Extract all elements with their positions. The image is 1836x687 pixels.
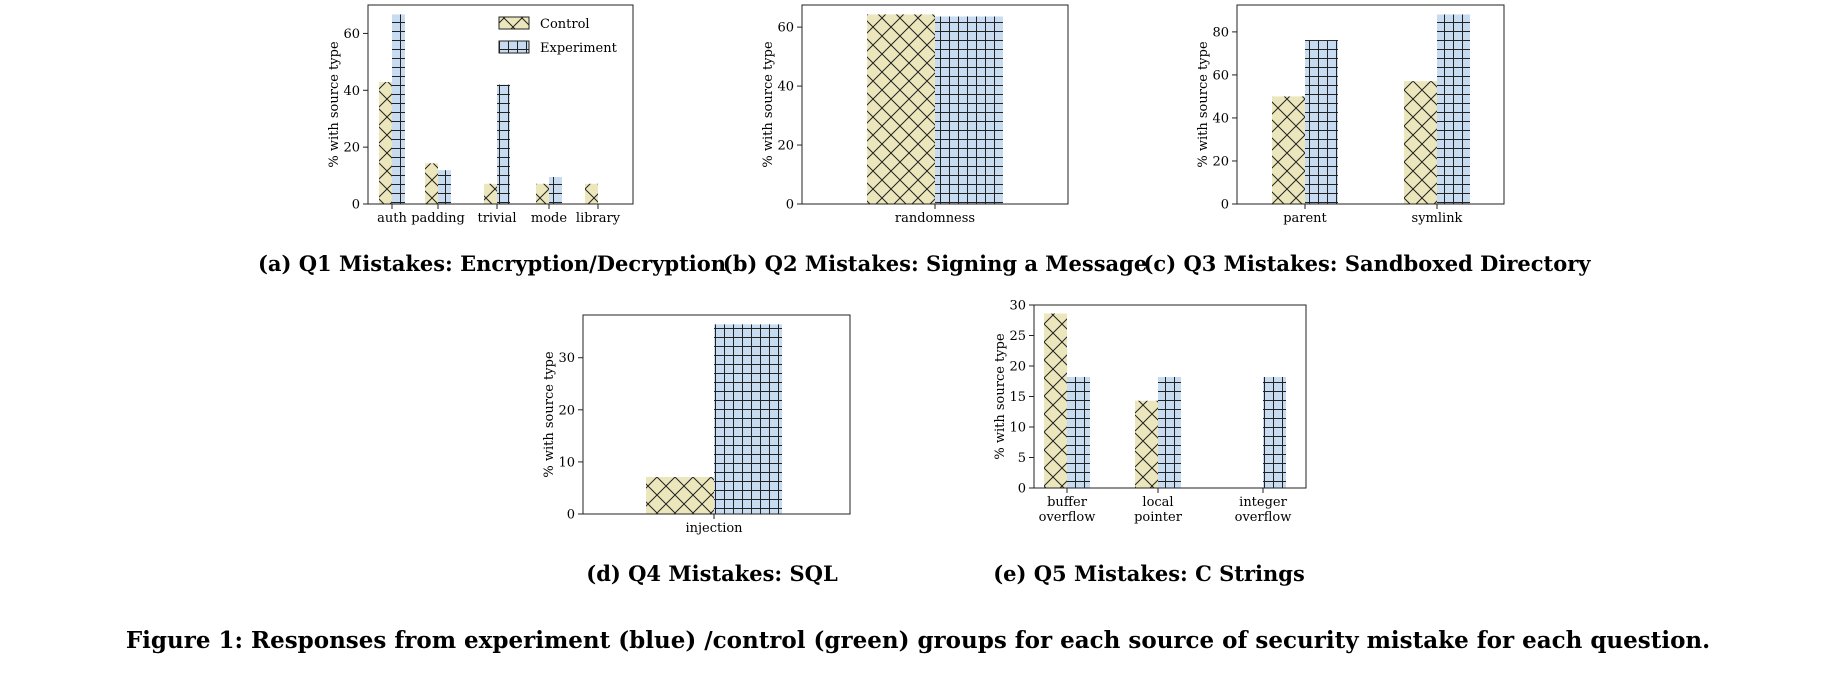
bar-control-padding-hatch: [425, 163, 438, 204]
y-tick-label: 40: [1212, 111, 1229, 126]
chart-d-plot: 0 10 20 30 injection % with source type: [542, 314, 851, 536]
y-tick-label: 20: [558, 403, 575, 418]
x-tick-label: buffer overflow: [1039, 495, 1096, 525]
bar-control-auth-hatch: [379, 82, 392, 204]
bar-control-parent-hatch: [1272, 96, 1305, 204]
bar-control-library-hatch: [585, 183, 598, 204]
y-axis-label: % with source type: [993, 333, 1008, 460]
x-tick-label: auth: [377, 211, 407, 226]
bar-control-buffer-overflow-hatch: [1044, 313, 1067, 488]
chart-b-caption: (b) Q2 Mistakes: Signing a Message: [723, 251, 1147, 276]
chart-e-caption: (e) Q5 Mistakes: C Strings: [993, 561, 1305, 586]
bar-control-mode-hatch: [536, 183, 549, 204]
y-tick-label: 20: [1009, 360, 1026, 375]
bar-control-trivial-hatch: [484, 183, 497, 204]
x-tick-label: local pointer: [1134, 495, 1183, 525]
y-tick-label: 5: [1018, 451, 1026, 466]
legend-control-label: Control: [540, 17, 590, 32]
y-tick-label: 20: [343, 141, 360, 156]
bar-experiment-integer-overflow-hatch: [1263, 376, 1286, 488]
bar-experiment-randomness-hatch: [935, 16, 1003, 205]
y-tick-label: 20: [1212, 154, 1229, 169]
y-tick-label: 60: [343, 27, 360, 42]
bar-experiment-trivial-hatch: [497, 84, 510, 204]
bar-control-randomness-hatch: [867, 14, 935, 204]
bar-control-local-pointer-hatch: [1135, 400, 1158, 488]
chart-c-plot: 0 20 40 60 80 parent symlink % with source type: [1196, 4, 1505, 226]
bar-experiment-local-pointer-hatch: [1158, 376, 1181, 488]
axes-frame: [582, 314, 851, 515]
y-tick-label: 60: [777, 21, 794, 36]
axes-frame: [1236, 4, 1505, 205]
bar-experiment-auth-hatch: [392, 14, 405, 205]
chart-d-caption: (d) Q4 Mistakes: SQL: [586, 561, 838, 586]
y-tick-label: 0: [567, 508, 575, 523]
y-tick-label: 0: [1221, 198, 1229, 213]
bar-experiment-mode-hatch: [549, 176, 562, 204]
y-tick-label: 15: [1009, 390, 1026, 405]
legend-experiment-label: Experiment: [540, 41, 618, 56]
bar-experiment-padding-hatch: [438, 170, 451, 204]
bar-experiment-symlink-hatch: [1437, 14, 1470, 205]
figure-caption: Figure 1: Responses from experiment (blu…: [126, 627, 1710, 654]
y-tick-label: 10: [1009, 421, 1026, 436]
bar-control-symlink-hatch: [1404, 81, 1437, 204]
x-tick-label: mode: [531, 211, 567, 226]
bar-experiment-parent-hatch: [1305, 40, 1338, 204]
x-tick-label: trivial: [477, 211, 516, 226]
y-tick-label: 80: [1212, 25, 1229, 40]
x-tick-label: library: [576, 211, 621, 226]
y-axis-label: % with source type: [761, 41, 776, 168]
x-tick-label: integer overflow: [1235, 495, 1292, 525]
y-axis-label: % with source type: [1196, 41, 1211, 168]
chart-panel-c: 0 20 40 60 80 parent symlink % with source type…: [1144, 4, 1592, 276]
x-tick-label: parent: [1283, 211, 1327, 226]
chart-e-plot: 0 5 10 15 20 25 30 buffer overflow local pointer in…: [993, 299, 1307, 525]
y-tick-label: 0: [352, 198, 360, 213]
y-tick-label: 0: [1018, 482, 1026, 497]
chart-b-plot: 0 20 40 60 randomness % with source type: [761, 4, 1069, 226]
x-tick-label: injection: [685, 521, 743, 536]
y-tick-label: 0: [786, 198, 794, 213]
x-tick-label: randomness: [895, 211, 975, 226]
chart-panel-a: 0 20 40 60 auth padding trivial mode library % wi…: [258, 4, 726, 276]
axes-frame: [367, 4, 634, 205]
y-tick-label: 60: [1212, 68, 1229, 83]
y-tick-label: 25: [1009, 329, 1026, 344]
x-tick-label: padding: [411, 211, 465, 226]
y-tick-label: 40: [343, 84, 360, 99]
y-axis-label: % with source type: [542, 351, 557, 478]
y-tick-label: 30: [1009, 299, 1026, 314]
chart-panel-d: 0 10 20 30 injection % with source type (d) Q…: [542, 314, 851, 586]
y-axis-label: % with source type: [327, 41, 342, 168]
chart-a-plot: 0 20 40 60 auth padding trivial mode library % wi…: [327, 4, 634, 226]
x-tick-label: symlink: [1412, 211, 1463, 226]
chart-a-caption: (a) Q1 Mistakes: Encryption/Decryption: [258, 251, 726, 276]
y-tick-label: 30: [558, 351, 575, 366]
chart-a-legend: Control Experiment: [498, 16, 618, 56]
bar-control-injection-hatch: [646, 477, 714, 514]
chart-panel-b: 0 20 40 60 randomness % with source type (b) …: [723, 4, 1147, 276]
legend-experiment-swatch-pattern: [498, 40, 530, 54]
bar-experiment-injection-hatch: [714, 324, 782, 514]
chart-panel-e: 0 5 10 15 20 25 30 buffer overflow local pointer in…: [993, 299, 1307, 586]
y-tick-label: 20: [777, 139, 794, 154]
chart-c-caption: (c) Q3 Mistakes: Sandboxed Directory: [1144, 251, 1592, 276]
bar-experiment-buffer-overflow-hatch: [1067, 376, 1090, 488]
y-tick-label: 40: [777, 80, 794, 95]
legend-control-swatch-pattern: [498, 16, 530, 30]
y-tick-label: 10: [558, 455, 575, 470]
